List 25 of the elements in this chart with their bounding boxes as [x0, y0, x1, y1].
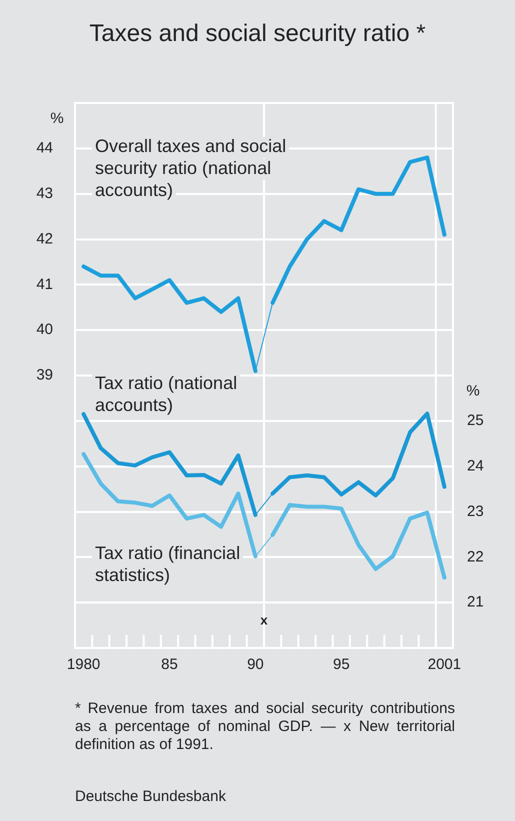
y2-tick-label: 24 [467, 457, 484, 474]
series-label: Tax ratio (financial statistics) [95, 542, 240, 585]
y-tick-label: 40 [36, 321, 53, 338]
y-tick-label: 44 [36, 140, 53, 157]
x-tick-label: 2001 [428, 656, 462, 674]
y-tick-label: 41 [36, 276, 53, 293]
annotation: x [260, 612, 268, 628]
x-tick-label: 85 [161, 656, 178, 674]
text: Overall taxes and social security ratio (national accounts) [95, 136, 286, 200]
text: * Revenue from taxes and social security contributions as a percentage of nominal GDP. — x New territorial definition as of 1991. [75, 700, 455, 754]
y-tick-label: 42 [36, 230, 53, 248]
series-label: Tax ratio (national accounts) [95, 372, 238, 415]
chart-title: Taxes and social security ratio * [88, 20, 427, 48]
text: Deutsche Bundesbank [75, 788, 226, 805]
x-tick-label: 90 [247, 656, 264, 674]
y-axis-title: % [50, 110, 64, 128]
y2-tick-label: 25 [467, 412, 484, 430]
y2-axis-title: % [466, 382, 480, 400]
y2-tick-label: 22 [467, 548, 484, 566]
x-tick-label: 95 [332, 656, 350, 674]
y-tick-label: 39 [36, 366, 53, 384]
y2-tick-label: 23 [467, 502, 484, 520]
y2-tick-label: 21 [467, 594, 484, 611]
x-tick-label: 1980 [66, 656, 100, 674]
y-tick-label: 43 [36, 184, 53, 202]
